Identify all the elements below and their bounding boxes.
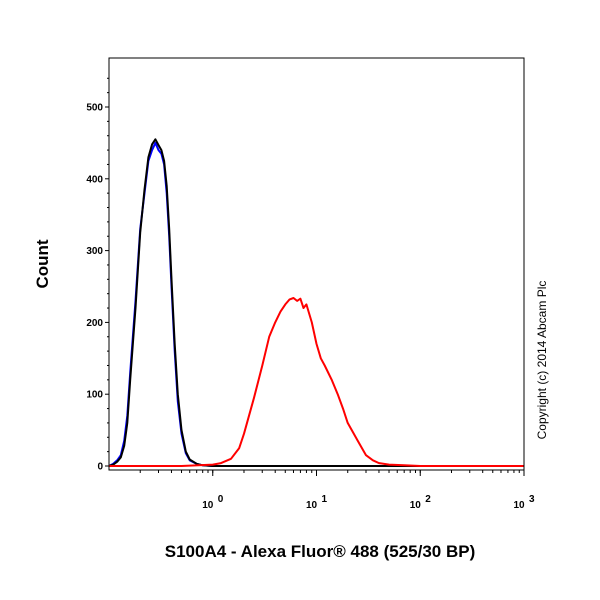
series-curves (108, 138, 524, 467)
x-tick-label: 10 (202, 500, 214, 511)
y-tick-label: 200 (86, 318, 103, 329)
x-tick-exponent: 2 (425, 494, 431, 505)
y-tick-label: 300 (86, 246, 103, 257)
series-line-3 (109, 297, 524, 467)
x-tick-exponent: 0 (218, 494, 224, 505)
y-axis-title: Count (33, 239, 52, 288)
copyright-annotation: Copyright (c) 2014 Abcam Plc (535, 281, 549, 440)
y-tick-label: 100 (86, 390, 103, 401)
y-tick-label: 400 (86, 174, 103, 185)
x-tick-exponent: 1 (322, 494, 328, 505)
x-tick-label: 10 (306, 500, 318, 511)
y-axis-ticks: 0 100 200 300 400 500 (86, 77, 109, 473)
x-tick-exponent: 3 (529, 494, 535, 505)
y-tick-label: 0 (97, 462, 103, 473)
series-line-2 (108, 138, 524, 467)
x-axis-title: S100A4 - Alexa Fluor® 488 (525/30 BP) (165, 542, 475, 561)
series-line-1 (108, 141, 524, 467)
x-tick-label: 10 (410, 500, 422, 511)
x-tick-label: 10 (513, 500, 525, 511)
y-tick-label: 500 (86, 103, 103, 114)
